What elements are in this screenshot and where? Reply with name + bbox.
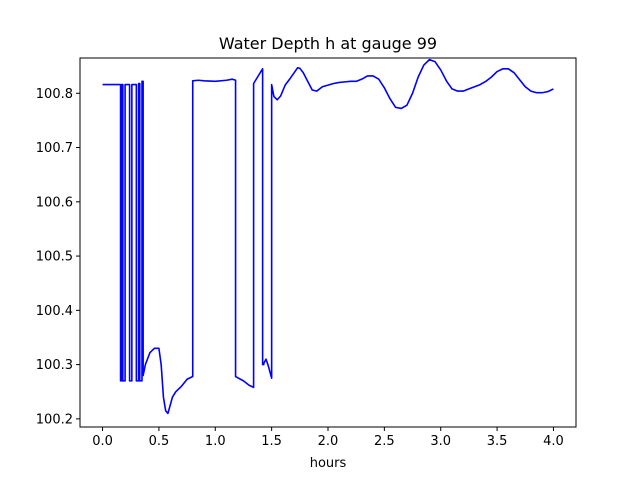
- y-tick-label: 100.8: [36, 87, 73, 102]
- x-tick-label: 0.0: [92, 434, 113, 449]
- x-tick-label: 1.5: [261, 434, 282, 449]
- y-tick-label: 100.3: [36, 358, 73, 373]
- x-tick-label: 3.5: [487, 434, 508, 449]
- series-line-0: [102, 58, 554, 415]
- x-tick-label: 3.0: [430, 434, 451, 449]
- y-tick-label: 100.2: [36, 412, 73, 427]
- y-axis-ticks: 100.2 100.3 100.4 100.5 100.6 100.7 100.8: [36, 87, 80, 427]
- plot-data-layer: [102, 58, 554, 415]
- y-tick-label: 100.6: [36, 195, 73, 210]
- x-tick-label: 2.0: [318, 434, 339, 449]
- x-tick-label: 4.0: [543, 434, 564, 449]
- x-tick-label: 0.5: [149, 434, 170, 449]
- x-axis-title: hours: [310, 456, 347, 471]
- x-tick-label: 1.0: [205, 434, 226, 449]
- x-axis-ticks: 0.0 0.5 1.0 1.5 2.0 2.5 3.0 3.5 4.0: [92, 427, 564, 449]
- x-tick-label: 2.5: [374, 434, 395, 449]
- y-tick-label: 100.5: [36, 250, 73, 265]
- chart-title: Water Depth h at gauge 99: [219, 34, 437, 53]
- y-tick-label: 100.7: [36, 141, 73, 156]
- y-tick-label: 100.4: [36, 304, 73, 319]
